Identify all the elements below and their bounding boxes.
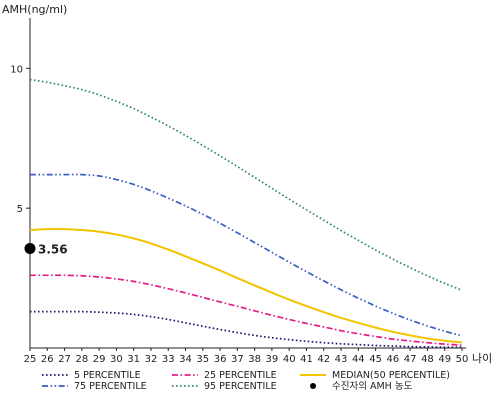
patient-amh-value-label: 3.56 — [38, 242, 68, 256]
y-tick-label: 10 — [10, 64, 23, 75]
legend-label: 75 PERCENTILE — [74, 381, 147, 392]
x-tick-label: 42 — [317, 354, 330, 365]
x-tick-label: 29 — [93, 354, 106, 365]
x-tick-label: 48 — [421, 354, 434, 365]
x-tick-label: 34 — [179, 354, 192, 365]
x-tick-label: 41 — [300, 354, 313, 365]
x-tick-label: 31 — [127, 354, 140, 365]
x-tick-label: 26 — [41, 354, 54, 365]
series-line-75-percentile — [30, 173, 463, 337]
y-tick-label: 5 — [17, 204, 23, 215]
legend-label: 5 PERCENTILE — [74, 370, 141, 381]
x-tick-label: 36 — [214, 354, 227, 365]
legend: 5 PERCENTILE 25 PERCENTILE MEDIAN(50 PERCE… — [42, 370, 450, 392]
x-tick-label: 47 — [404, 354, 417, 365]
series-line-median-50-percentile — [29, 228, 463, 344]
x-tick-label: 44 — [352, 354, 365, 365]
y-axis-title: AMH(ng/ml) — [2, 3, 67, 16]
x-tick-label: 37 — [231, 354, 244, 365]
legend-label: 95 PERCENTILE — [204, 381, 277, 392]
x-ticks: 25 26 27 28 29 30 31 32 33 34 35 36 37 38 39 40 41 42 43 44… — [24, 348, 469, 365]
x-tick-label: 30 — [110, 354, 123, 365]
x-tick-label: 38 — [248, 354, 261, 365]
x-axis-title: 나이 — [472, 352, 492, 365]
x-tick-label: 27 — [58, 354, 71, 365]
legend-label: 수진자의 AMH 농도 — [332, 381, 413, 392]
legend-swatch-patient — [310, 383, 316, 389]
x-tick-label: 40 — [283, 354, 296, 365]
patient-marker: 3.56 — [24, 242, 68, 256]
x-tick-label: 39 — [266, 354, 279, 365]
x-tick-label: 32 — [145, 354, 158, 365]
axes — [29, 18, 466, 349]
x-tick-label: 35 — [196, 354, 209, 365]
legend-label: MEDIAN(50 PERCENTILE) — [332, 370, 450, 381]
x-tick-label: 45 — [369, 354, 382, 365]
x-tick-label: 49 — [438, 354, 451, 365]
series-line-95-percentile — [29, 78, 463, 292]
x-tick-label: 50 — [456, 354, 469, 365]
x-tick-label: 28 — [75, 354, 88, 365]
x-tick-label: 25 — [24, 354, 37, 365]
series-line-5-percentile — [30, 310, 462, 349]
legend-label: 25 PERCENTILE — [204, 370, 277, 381]
x-tick-label: 46 — [387, 354, 400, 365]
x-tick-label: 43 — [335, 354, 348, 365]
patient-amh-point — [24, 242, 36, 254]
series-line-25-percentile — [30, 274, 463, 347]
y-ticks: 5 10 — [10, 64, 30, 215]
percentile-lines — [29, 78, 463, 349]
x-tick-label: 33 — [162, 354, 175, 365]
